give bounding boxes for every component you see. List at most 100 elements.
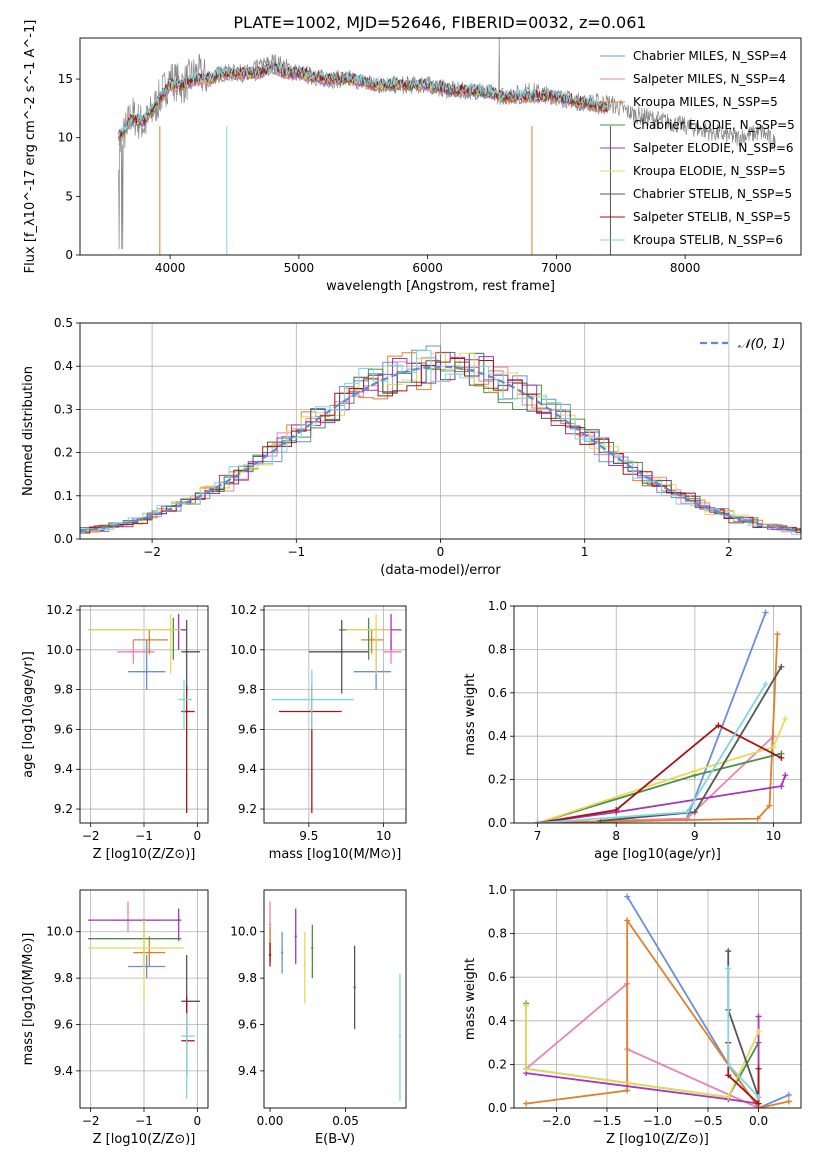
x-axis-label: (data-model)/error: [380, 563, 501, 578]
x-axis-label: wavelength [Angstrom, rest frame]: [326, 279, 555, 294]
y-tick-label: 0.6: [488, 970, 507, 984]
legend-label: Chabrier STELIB, N_SSP=5: [633, 187, 792, 201]
data-point: [311, 946, 314, 950]
data-point-marker: [725, 1061, 732, 1068]
x-tick-label: 0.0: [749, 1114, 768, 1128]
panel-mass-vs-Z: −2 −1 0 9.4 9.6 9.8 10.0 Z [log10(Z/Z⊙)] mass [l…: [21, 889, 209, 1147]
panel-residuals: −2 −1 0 1 2 0.0 0.1 0.2 0.3 0.4 0.5 (data-model)/er…: [21, 316, 802, 578]
y-tick-label: 0.3: [54, 402, 73, 416]
data-point-marker: [725, 948, 732, 955]
y-tick-label: 0.6: [488, 686, 507, 700]
plot-frame: [513, 889, 802, 1109]
x-tick-label: −1: [287, 545, 305, 559]
y-tick-label: 9.8: [54, 683, 73, 697]
y-tick-label: 0.4: [54, 359, 73, 373]
x-axis-label: Z [log10(Z/Z⊙)]: [93, 847, 196, 862]
series-line: [526, 1016, 760, 1105]
y-tick-label: 1.0: [488, 599, 507, 613]
x-tick-label: −2: [82, 1114, 100, 1128]
y-tick-label: 9.8: [238, 683, 257, 697]
y-axis-label: mass [log10(M/M⊙)]: [21, 933, 36, 1066]
y-tick-label: 0.0: [54, 532, 73, 546]
y-tick-label: 0.8: [488, 927, 507, 941]
data-point: [169, 628, 172, 632]
y-tick-label: 9.2: [54, 802, 73, 816]
data-point: [370, 638, 373, 642]
plot-area: [268, 901, 402, 1102]
data-point-marker: [715, 722, 722, 729]
data-point: [303, 963, 306, 966]
data-point: [340, 650, 343, 653]
y-tick-label: 9.6: [54, 722, 73, 736]
plot-frame: [263, 889, 407, 1109]
legend-label: 𝒩(0, 1): [738, 337, 785, 352]
figure-title: PLATE=1002, MJD=52646, FIBERID=0032, z=0…: [233, 13, 646, 32]
plot-frame: [79, 605, 209, 824]
histogram-line: [80, 350, 801, 535]
y-tick-label: 10.0: [230, 925, 257, 939]
data-point: [145, 670, 148, 673]
x-tick-label: 9: [691, 829, 699, 843]
data-point: [353, 986, 356, 989]
y-axis-label: mass weight: [463, 673, 478, 755]
y-tick-label: 10.0: [230, 643, 257, 657]
x-axis-label: Z [log10(Z/Z⊙)]: [93, 1132, 196, 1147]
histogram-line: [80, 358, 801, 534]
data-point-marker: [691, 767, 698, 774]
x-tick-label: 10: [376, 829, 391, 843]
y-tick-label: 0.1: [54, 489, 73, 503]
y-axis-label: mass weight: [463, 958, 478, 1040]
plot-area: [118, 38, 776, 255]
legend-label: Chabrier MILES, N_SSP=4: [633, 49, 787, 63]
plot-frame: [79, 322, 802, 540]
y-tick-label: 5: [65, 189, 73, 203]
data-point: [310, 698, 314, 701]
data-point-marker: [762, 681, 769, 688]
data-point-marker: [613, 806, 620, 813]
series-line: [727, 951, 760, 1098]
data-point-marker: [624, 893, 631, 900]
y-tick-label: 9.2: [238, 802, 257, 816]
series-line: [537, 724, 782, 823]
y-tick-label: 9.4: [238, 762, 257, 776]
y-tick-label: 9.8: [54, 971, 73, 985]
x-tick-label: 2: [725, 545, 733, 559]
x-tick-label: 9.5: [299, 829, 318, 843]
y-tick-label: 0.8: [488, 642, 507, 656]
x-tick-label: −1.0: [643, 1114, 672, 1128]
data-point: [268, 923, 272, 926]
x-tick-label: −1: [135, 1114, 153, 1128]
y-tick-label: 9.6: [238, 722, 257, 736]
y-tick-label: 0.2: [54, 446, 73, 460]
data-point: [294, 935, 297, 938]
series-line: [537, 634, 779, 823]
x-tick-label: 8: [612, 829, 620, 843]
series-line: [525, 1003, 760, 1099]
x-tick-label: −2.0: [542, 1114, 571, 1128]
data-point: [177, 918, 180, 922]
plot-area: [271, 613, 402, 814]
legend-label: Kroupa ELODIE, N_SSP=5: [633, 164, 786, 178]
data-point-marker: [785, 1098, 792, 1105]
y-tick-label: 9.8: [238, 971, 257, 985]
y-tick-label: 10.2: [46, 603, 73, 617]
x-tick-label: 0: [194, 829, 202, 843]
data-point-marker: [755, 1100, 762, 1107]
data-point-marker: [755, 1065, 762, 1072]
y-tick-label: 10.2: [230, 603, 257, 617]
data-point: [268, 953, 272, 957]
data-point-marker: [523, 1065, 530, 1072]
x-axis-label: mass [log10(M/M⊙)]: [269, 847, 402, 862]
y-tick-label: 10.0: [46, 643, 73, 657]
x-tick-label: 8000: [670, 261, 701, 275]
data-point: [185, 710, 188, 713]
y-tick-label: 10: [58, 131, 73, 145]
series-line: [537, 774, 787, 823]
x-tick-label: 1: [581, 545, 589, 559]
histogram-line: [80, 352, 801, 533]
x-tick-label: 7000: [541, 261, 572, 275]
y-tick-label: 15: [58, 72, 73, 86]
y-axis-label: age [log10(age/yr)]: [21, 651, 36, 778]
y-tick-label: 1.0: [488, 883, 507, 897]
data-point-marker: [755, 1013, 762, 1020]
